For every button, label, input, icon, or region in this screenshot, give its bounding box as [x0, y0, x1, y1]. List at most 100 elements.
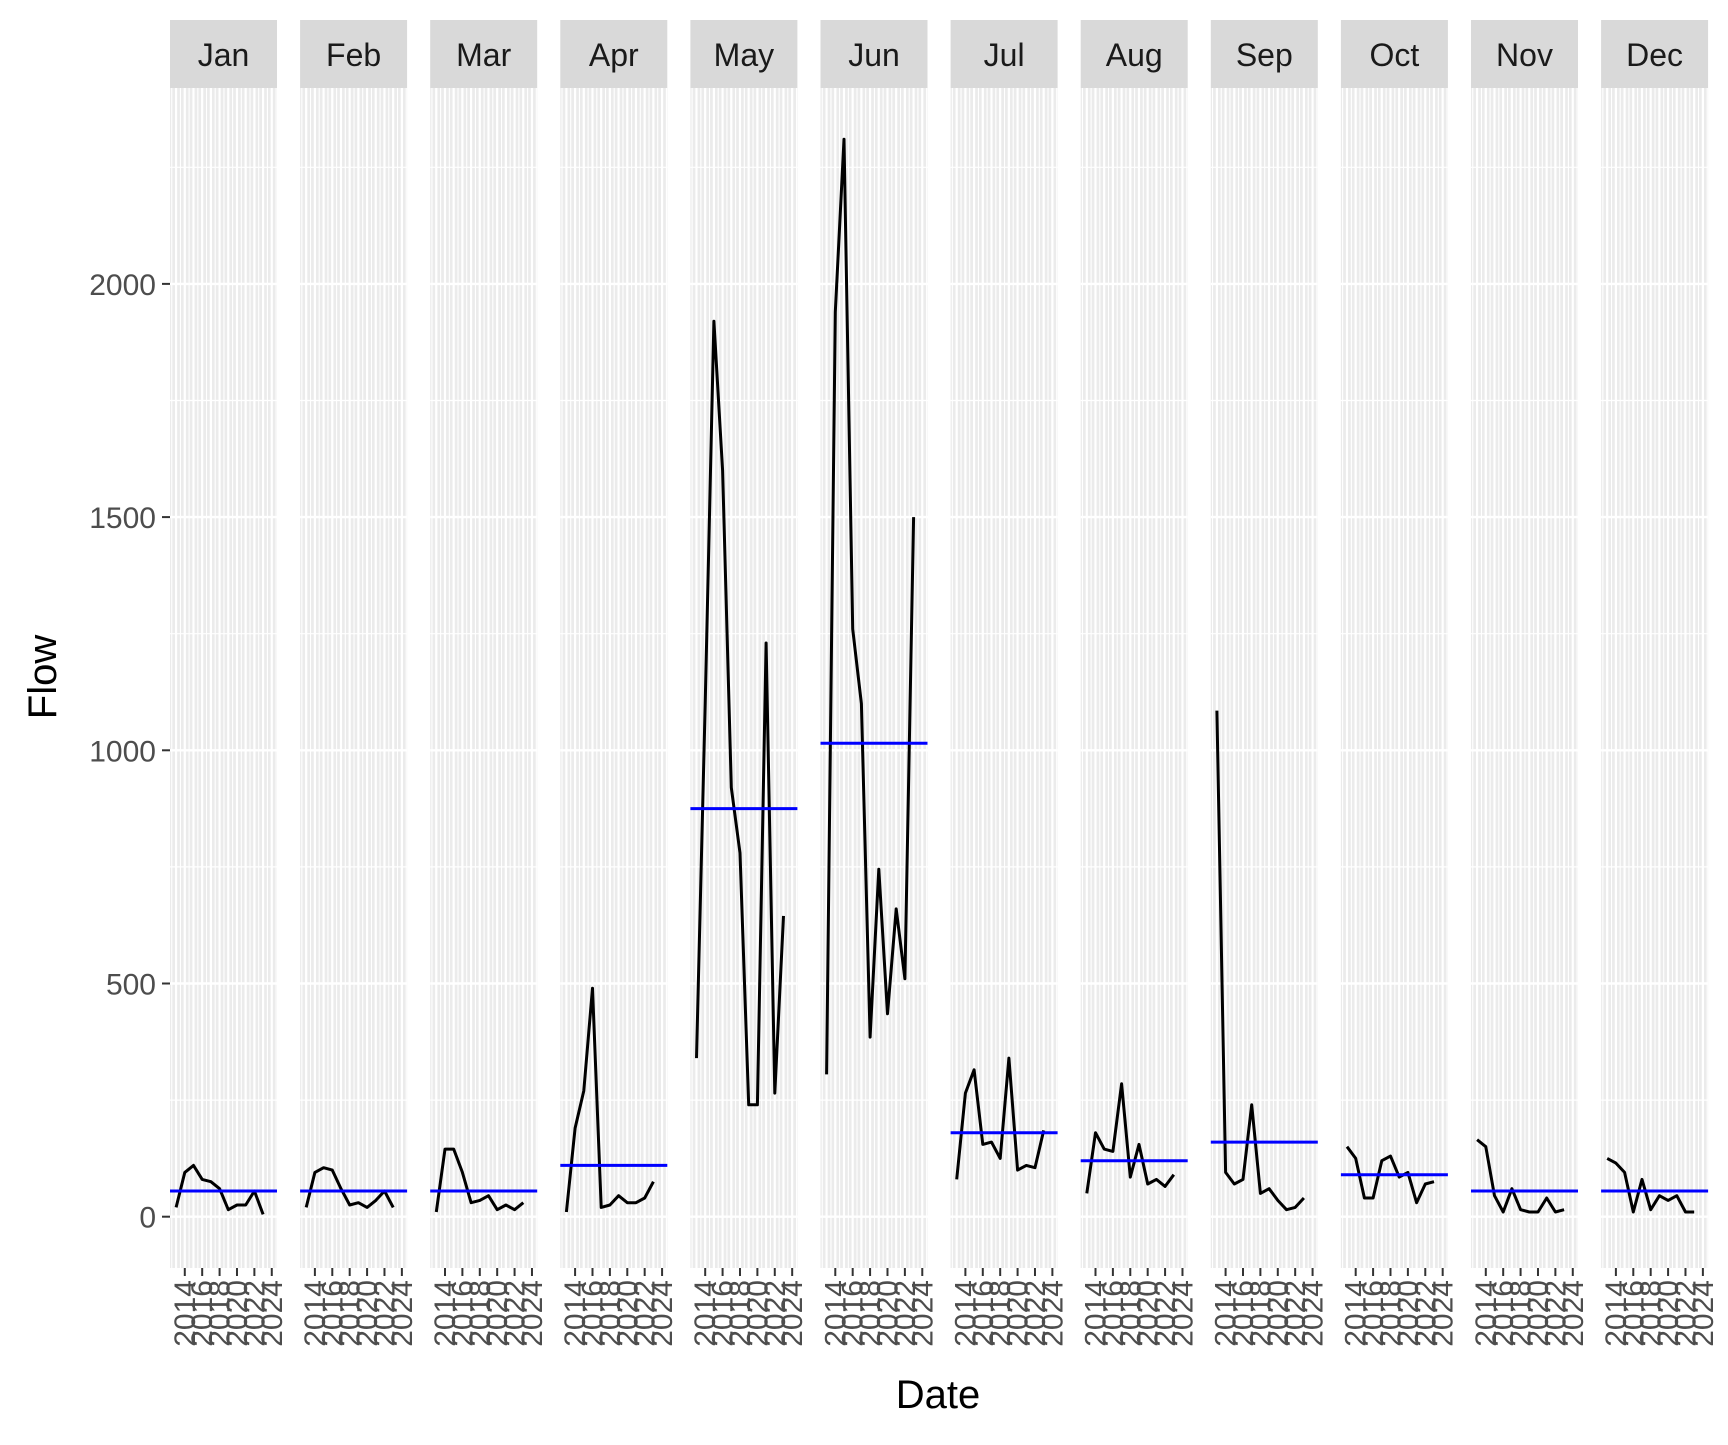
y-tick-label: 1000: [89, 735, 156, 768]
x-tick-label: 2024: [386, 1280, 419, 1347]
x-tick-label: 2024: [906, 1280, 939, 1347]
x-tick-label: 2018: [1505, 1280, 1538, 1347]
strip-label: Sep: [1236, 37, 1293, 73]
x-tick-label: 2018: [1114, 1280, 1147, 1347]
strip-background: [1601, 20, 1709, 88]
x-axis-title: Date: [896, 1373, 981, 1417]
x-tick-label: 2024: [256, 1280, 289, 1347]
strip-background: [300, 20, 408, 88]
x-tick-label: 2020: [741, 1280, 774, 1347]
x-tick-label: 2022: [1279, 1280, 1312, 1347]
x-tick-label: 2022: [629, 1280, 662, 1347]
x-tick-label: 2016: [186, 1280, 219, 1347]
x-tick-label: 2022: [238, 1280, 271, 1347]
x-tick-label: 2022: [759, 1280, 792, 1347]
x-tick-label: 2020: [611, 1280, 644, 1347]
x-tick-label: 2020: [1132, 1280, 1165, 1347]
x-tick-label: 2018: [854, 1280, 887, 1347]
x-tick-label: 2018: [1635, 1280, 1668, 1347]
strip-background: [1210, 20, 1318, 88]
x-tick-label: 2020: [1262, 1280, 1295, 1347]
strip-label: Aug: [1106, 37, 1163, 73]
x-tick-label: 2014: [169, 1280, 202, 1347]
x-tick-label: 2016: [1097, 1280, 1130, 1347]
x-tick-label: 2016: [316, 1280, 349, 1347]
y-axis-title: Flow: [21, 635, 65, 720]
x-tick-label: 2024: [776, 1280, 809, 1347]
y-tick-label: 500: [106, 968, 156, 1001]
x-tick-label: 2018: [984, 1280, 1017, 1347]
series-line-aug: [1085, 1082, 1176, 1194]
series-line-sep: [1215, 710, 1306, 1212]
x-tick-label: 2018: [1375, 1280, 1408, 1347]
x-tick-label: 2024: [1687, 1280, 1720, 1347]
x-tick-label: 2020: [1522, 1280, 1555, 1347]
x-tick-label: 2014: [949, 1280, 982, 1347]
x-tick-label: 2016: [1487, 1280, 1520, 1347]
y-tick-label: 1500: [89, 502, 156, 535]
series-line-mar: [434, 1147, 525, 1213]
x-tick-label: 2022: [889, 1280, 922, 1347]
x-tick-label: 2016: [967, 1280, 1000, 1347]
y-tick-label: 2000: [89, 269, 156, 302]
strip-label: Jun: [848, 37, 900, 73]
x-tick-label: 2022: [1409, 1280, 1442, 1347]
strip-label: Jan: [198, 37, 250, 73]
x-tick-label: 2022: [1149, 1280, 1182, 1347]
x-tick-label: 2014: [689, 1280, 722, 1347]
x-tick-label: 2024: [1167, 1280, 1200, 1347]
x-tick-label: 2014: [429, 1280, 462, 1347]
x-tick-label: 2020: [872, 1280, 905, 1347]
x-tick-label: 2024: [1557, 1280, 1590, 1347]
x-tick-label: 2016: [1617, 1280, 1650, 1347]
x-tick-label: 2022: [1670, 1280, 1703, 1347]
strip-background: [170, 20, 277, 88]
x-tick-label: 2016: [1227, 1280, 1260, 1347]
x-tick-label: 2014: [1080, 1280, 1113, 1347]
x-tick-label: 2020: [1002, 1280, 1035, 1347]
x-tick-label: 2014: [559, 1280, 592, 1347]
strip-label: Jul: [984, 37, 1025, 73]
x-tick-label: 2022: [369, 1280, 402, 1347]
x-tick-label: 2022: [499, 1280, 532, 1347]
series-line-jun: [825, 137, 916, 1075]
x-tick-label: 2018: [464, 1280, 497, 1347]
y-axis: 0 500 1000 1500 2000: [89, 269, 170, 1235]
x-tick-label: 2024: [1427, 1280, 1460, 1347]
x-tick-label: 2020: [351, 1280, 384, 1347]
strip-background: [1080, 20, 1188, 88]
strip-label: May: [714, 37, 774, 73]
strip-label: Nov: [1496, 37, 1553, 73]
x-tick-label: 2024: [1297, 1280, 1330, 1347]
strip-label: Dec: [1626, 37, 1683, 73]
x-tick-label: 2016: [707, 1280, 740, 1347]
strip-label: Apr: [589, 37, 639, 73]
strip-background: [560, 20, 668, 88]
series-line-nov: [1476, 1138, 1565, 1214]
strip-label: Feb: [326, 37, 381, 73]
x-tick-label: 2014: [299, 1280, 332, 1347]
x-tick-label: 2016: [837, 1280, 870, 1347]
strip-background: [1340, 20, 1448, 88]
x-tick-label: 2014: [1340, 1280, 1373, 1347]
x-tick-label: 2014: [1210, 1280, 1243, 1347]
strip-background: [430, 20, 538, 88]
series-line-oct: [1345, 1145, 1435, 1205]
strip-background: [1471, 20, 1578, 88]
x-tick-label: 2018: [204, 1280, 237, 1347]
x-tick-label: 2024: [516, 1280, 549, 1347]
strip-label: Oct: [1370, 37, 1420, 73]
x-tick-label: 2020: [481, 1280, 514, 1347]
x-tick-label: 2022: [1539, 1280, 1572, 1347]
